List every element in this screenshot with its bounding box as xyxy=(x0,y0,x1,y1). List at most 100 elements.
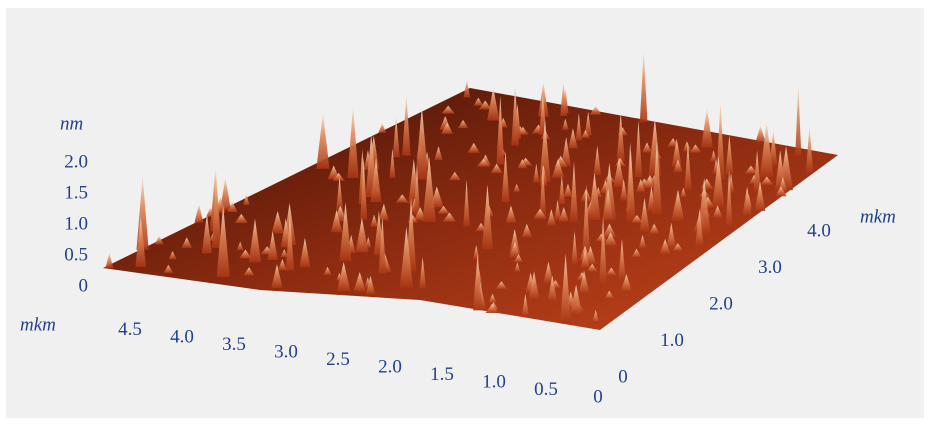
surface-spike xyxy=(105,252,114,269)
surface-spike xyxy=(481,184,493,250)
surface-spike xyxy=(267,231,278,260)
surface-spike xyxy=(539,119,551,182)
surface-spike xyxy=(330,209,343,233)
surface-spike xyxy=(673,159,683,173)
surface-spike xyxy=(651,141,662,215)
surface-spike xyxy=(413,165,421,215)
surface-spike xyxy=(554,200,561,220)
surface-spike xyxy=(584,111,592,136)
x-tick-label: 0 xyxy=(593,386,603,407)
surface-spike xyxy=(603,232,618,246)
x-tick-label: 3.0 xyxy=(274,341,298,362)
surface-spike xyxy=(547,275,558,302)
surface-spike xyxy=(442,212,457,222)
surface-spike xyxy=(725,135,734,175)
x-tick-label: 2.0 xyxy=(378,356,402,377)
surface-spike xyxy=(631,248,642,258)
z-tick-label: 0.5 xyxy=(64,244,88,265)
surface-spike xyxy=(395,194,409,203)
x-tick-label: 4.0 xyxy=(170,326,194,347)
surface-spike xyxy=(365,275,376,295)
surface-spike xyxy=(582,184,591,255)
surface-spike xyxy=(602,223,617,238)
surface-spike xyxy=(638,234,647,249)
surface-spike xyxy=(478,100,492,110)
surface-spike xyxy=(775,186,787,197)
surface-spike xyxy=(181,237,193,248)
surface-spike xyxy=(560,253,572,324)
surface-spike xyxy=(581,129,590,138)
surface-spike xyxy=(689,144,702,153)
surface-spike xyxy=(448,171,461,181)
surface-spike xyxy=(488,293,497,304)
z-tick-label: 0 xyxy=(79,275,89,296)
surface-spike xyxy=(236,241,244,251)
z-tick-label: 1.5 xyxy=(64,182,88,203)
surface-spike xyxy=(419,257,427,289)
surface-spike xyxy=(154,235,164,245)
surface-spike xyxy=(399,226,414,288)
surface-spike xyxy=(642,142,652,153)
surface-spike xyxy=(402,94,411,156)
surface-spike xyxy=(568,128,578,149)
surface-spike xyxy=(285,213,295,271)
surface-spike xyxy=(472,252,483,311)
surface-spike xyxy=(546,209,556,226)
surface-spike xyxy=(473,97,484,106)
z-tick-label: 2.0 xyxy=(64,151,88,172)
surface-spike xyxy=(336,176,343,211)
surface-spike xyxy=(563,183,573,197)
surface-spike xyxy=(712,155,725,208)
surface-spike xyxy=(569,161,579,222)
surface-spike xyxy=(227,201,238,213)
surface-spike xyxy=(569,284,583,316)
surface-spike xyxy=(636,178,646,192)
surface-spike xyxy=(742,186,752,216)
z-tick-label: 1.0 xyxy=(64,213,88,234)
surface-spike xyxy=(602,188,614,221)
surface-spike xyxy=(437,205,450,214)
surface-spike xyxy=(378,216,387,274)
surface-spike xyxy=(682,141,692,152)
surface-spike xyxy=(496,95,505,165)
surface-spike xyxy=(501,151,510,203)
surface-spike xyxy=(604,290,615,299)
surface-spike xyxy=(643,176,656,189)
surface-spike xyxy=(495,281,508,290)
surface-spike xyxy=(753,150,761,192)
surface-spike xyxy=(539,164,548,186)
surface-spike xyxy=(422,156,436,222)
surface-spike xyxy=(389,148,396,178)
surface-spike xyxy=(379,203,389,221)
surface-spike xyxy=(370,157,382,203)
surface-spike xyxy=(599,216,608,287)
surface-spike xyxy=(571,230,578,266)
surface-spike xyxy=(671,189,685,221)
surface-spike xyxy=(392,115,400,158)
z-axis-label: nm xyxy=(60,113,83,134)
surface-spike xyxy=(755,125,766,142)
surface-spike xyxy=(634,120,643,177)
surface-spike xyxy=(513,183,520,192)
x-tick-label: 2.5 xyxy=(326,349,350,370)
surface-spike xyxy=(434,146,443,161)
surface-spike xyxy=(463,80,471,98)
surface-spike xyxy=(216,205,230,278)
surface-spike xyxy=(168,251,177,260)
surface-spike xyxy=(135,216,147,267)
surface-spike xyxy=(769,129,778,166)
surface-spike xyxy=(589,106,602,115)
surface-spike xyxy=(277,259,287,271)
x-tick-label: 0.5 xyxy=(534,379,558,400)
surface-spike xyxy=(457,119,469,129)
surface-spike xyxy=(680,187,687,198)
surface-spike xyxy=(360,157,368,220)
surface-spike xyxy=(517,159,528,169)
surface-spike xyxy=(243,194,250,206)
surface-spike xyxy=(490,163,503,174)
surface-spike xyxy=(613,157,625,187)
surface-spike xyxy=(595,233,608,242)
surface-spike xyxy=(614,157,626,167)
surface-spike xyxy=(353,272,366,292)
